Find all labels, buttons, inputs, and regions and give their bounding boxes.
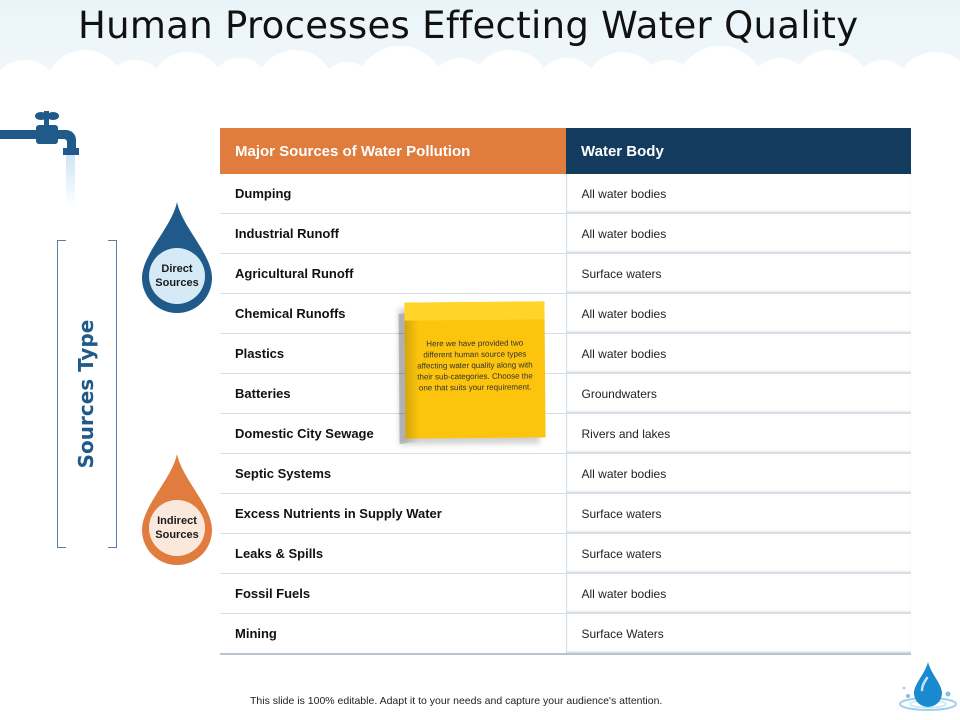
direct-sources-drop: Direct Sources: [142, 202, 212, 314]
sticky-note: Here we have provided two different huma…: [404, 301, 546, 439]
source-cell: Fossil Fuels: [220, 573, 566, 614]
water-body-cell: Surface waters: [565, 493, 911, 534]
water-body-cell: All water bodies: [565, 573, 911, 614]
table-row: Chemical Runoffs All water bodies: [220, 293, 911, 334]
source-cell: Dumping: [220, 174, 566, 214]
water-body-cell: All water bodies: [565, 213, 911, 254]
source-cell: Leaks & Spills: [220, 533, 566, 574]
slide-title: Human Processes Effecting Water Quality: [78, 4, 859, 47]
indirect-sources-drop: Indirect Sources: [142, 454, 212, 566]
water-body-cell: All water bodies: [565, 174, 911, 214]
direct-line1: Direct: [161, 263, 193, 275]
sticky-note-text: Here we have provided two different huma…: [417, 338, 533, 393]
table-row: Septic Systems All water bodies: [220, 453, 911, 494]
direct-drop-icon: [142, 202, 212, 313]
direct-line2: Sources: [155, 277, 199, 289]
sticky-note-flap: [404, 301, 545, 321]
water-body-cell: Rivers and lakes: [565, 413, 911, 454]
table-row: Mining Surface Waters: [220, 613, 911, 655]
water-body-cell: Surface waters: [565, 533, 911, 574]
water-body-cell: All water bodies: [565, 453, 911, 494]
table-row: Dumping All water bodies: [220, 174, 911, 214]
header-background: [0, 0, 960, 110]
indirect-drop-icon: [142, 454, 212, 565]
water-drop-icon: [899, 662, 957, 711]
table-row: Agricultural Runoff Surface waters: [220, 253, 911, 294]
water-body-cell: All water bodies: [565, 293, 911, 334]
table-row: Industrial Runoff All water bodies: [220, 213, 911, 254]
pollution-table: Major Sources of Water Pollution Water B…: [220, 128, 911, 655]
water-body-cell: Surface Waters: [565, 613, 911, 655]
table-row: Excess Nutrients in Supply Water Surface…: [220, 493, 911, 534]
sources-type-bracket: [57, 240, 117, 548]
footer-text: This slide is 100% editable. Adapt it to…: [250, 695, 663, 707]
table-row: Batteries Groundwaters: [220, 373, 911, 414]
indirect-line2: Sources: [155, 529, 199, 541]
table-row: Plastics All water bodies: [220, 333, 911, 374]
header-major-sources: Major Sources of Water Pollution: [220, 128, 566, 174]
header-water-body: Water Body: [566, 128, 911, 174]
water-body-cell: Groundwaters: [565, 373, 911, 414]
water-body-cell: All water bodies: [565, 333, 911, 374]
water-body-cell: Surface waters: [565, 253, 911, 294]
table-row: Domestic City Sewage Rivers and lakes: [220, 413, 911, 454]
faucet-icon: [0, 111, 79, 207]
source-cell: Excess Nutrients in Supply Water: [220, 493, 566, 534]
source-cell: Industrial Runoff: [220, 213, 566, 254]
source-cell: Septic Systems: [220, 453, 566, 494]
source-cell: Mining: [220, 613, 566, 655]
table-header-row: Major Sources of Water Pollution Water B…: [220, 128, 911, 174]
table-row: Fossil Fuels All water bodies: [220, 573, 911, 614]
indirect-line1: Indirect: [157, 515, 197, 527]
source-cell: Agricultural Runoff: [220, 253, 566, 294]
sources-type-label: Sources Type: [74, 319, 98, 469]
table-row: Leaks & Spills Surface waters: [220, 533, 911, 574]
